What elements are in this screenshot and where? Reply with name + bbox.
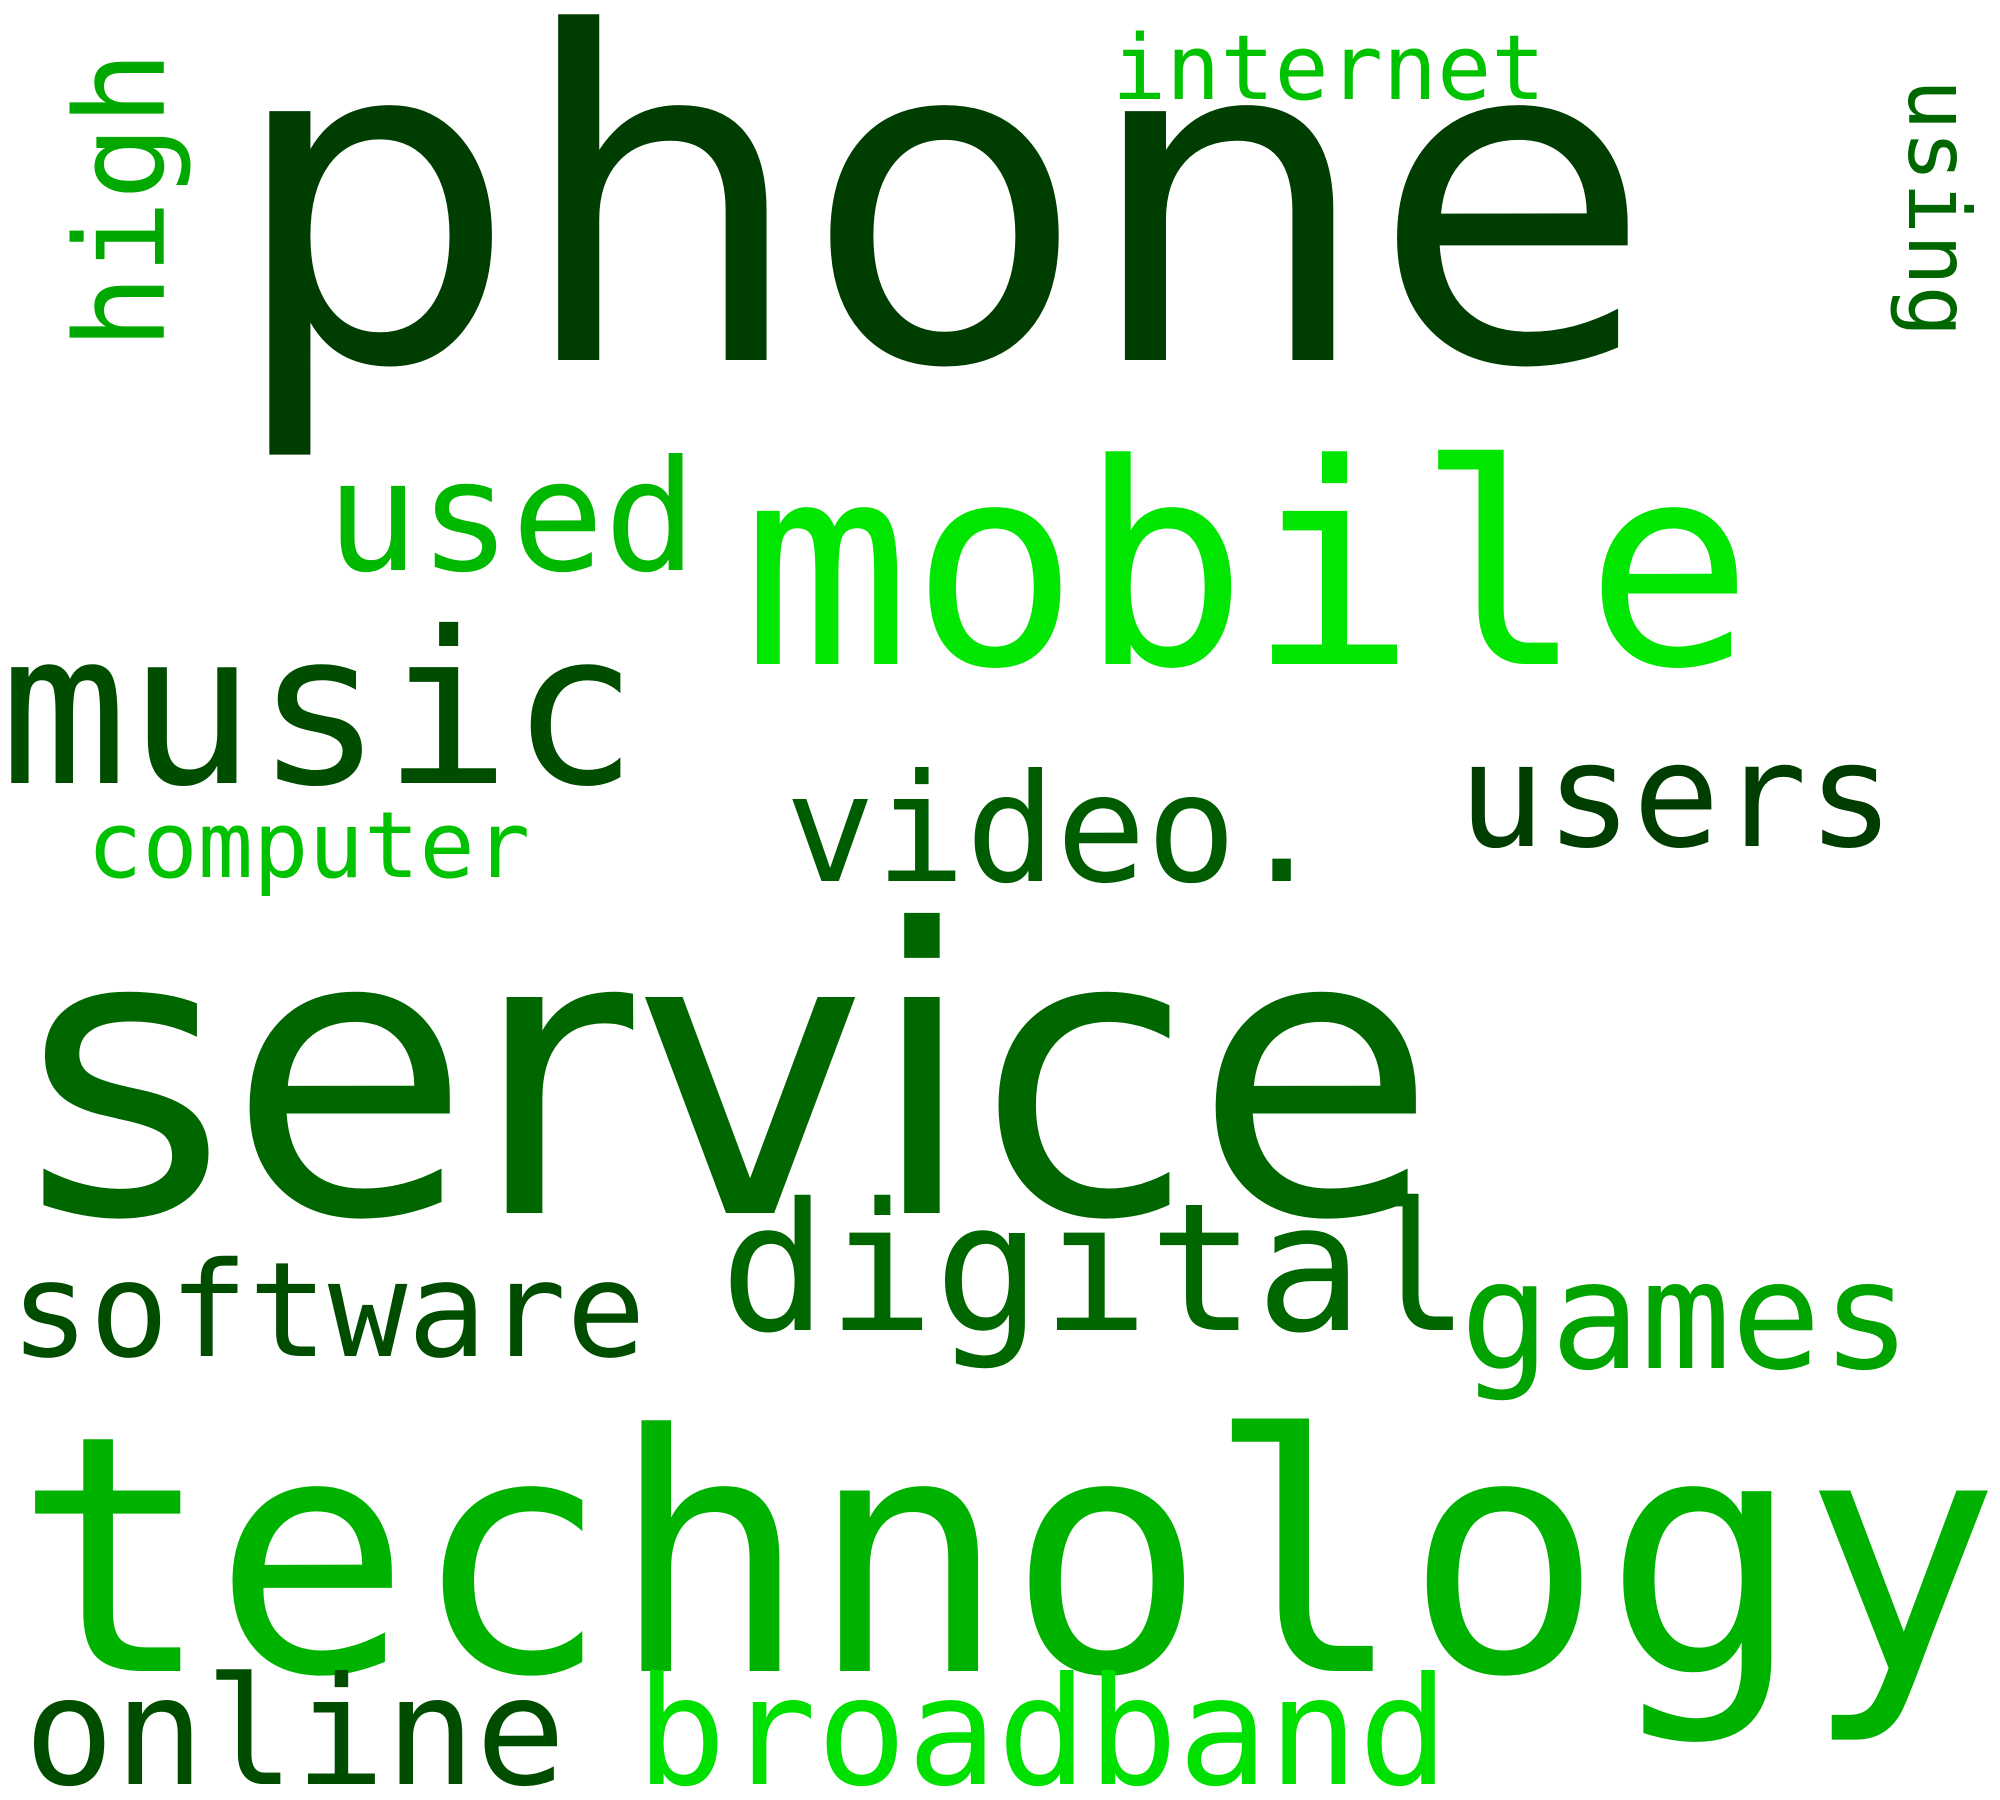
word-video: video. [785, 743, 1327, 917]
word-music: music [0, 586, 639, 833]
word-online: online [24, 1646, 566, 1800]
word-used: used [326, 428, 697, 607]
word-high: high [50, 50, 194, 350]
word-computer: computer [87, 792, 531, 899]
word-mobile: mobile [742, 405, 1754, 731]
word-phone: phone [228, 0, 1652, 468]
word-software: software [10, 1234, 646, 1388]
word-technology: technology [14, 1365, 2000, 1749]
word-using: using [1888, 78, 1988, 338]
word-users: users [1458, 712, 1895, 881]
word-internet: internet [1112, 16, 1546, 121]
word-broadband: broadband [636, 1646, 1449, 1800]
word-games: games [1460, 1230, 1912, 1404]
word-digital: digital [720, 1165, 1471, 1372]
word-service: service [22, 847, 1437, 1307]
